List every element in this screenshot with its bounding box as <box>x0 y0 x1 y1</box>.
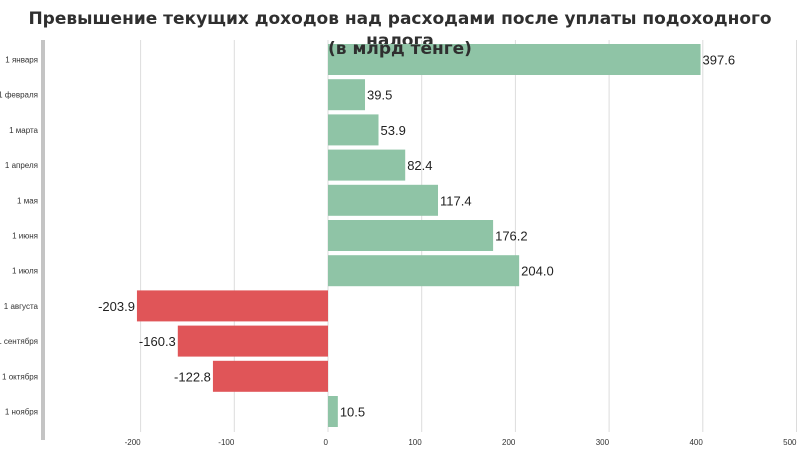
bar <box>177 325 328 357</box>
bar <box>136 290 328 322</box>
bar <box>328 149 406 181</box>
category-label: 1 октября <box>2 372 38 381</box>
bar <box>328 79 366 111</box>
category-label: 1 сентября <box>0 337 38 346</box>
bar <box>328 184 439 216</box>
category-label: 1 июня <box>12 232 38 241</box>
value-label: -203.9 <box>98 299 135 314</box>
value-label: 397.6 <box>703 53 736 68</box>
value-label: 204.0 <box>521 264 554 279</box>
x-tick-label: 100 <box>408 438 422 447</box>
value-label: -160.3 <box>139 334 176 349</box>
category-label: 1 мая <box>17 196 38 205</box>
bar <box>328 255 520 287</box>
category-label: 1 июля <box>12 267 38 276</box>
bar <box>328 44 701 75</box>
category-label: 1 апреля <box>5 161 38 170</box>
x-tick-label: -100 <box>218 438 235 447</box>
x-tick-label: 500 <box>783 438 797 447</box>
category-label: 1 марта <box>9 126 38 135</box>
value-label: 39.5 <box>367 88 392 103</box>
value-label: 82.4 <box>407 158 432 173</box>
bar <box>212 360 328 392</box>
value-label: 53.9 <box>381 123 406 138</box>
value-label: 117.4 <box>440 193 472 208</box>
x-tick-label: 300 <box>596 438 610 447</box>
category-label: 1 февраля <box>0 91 38 100</box>
bar <box>328 220 494 251</box>
x-tick-label: -200 <box>125 438 142 447</box>
category-label: 1 января <box>5 56 38 65</box>
x-tick-label: 200 <box>502 438 516 447</box>
x-tick-label: 0 <box>324 438 329 447</box>
category-label: 1 августа <box>4 302 39 311</box>
value-label: -122.8 <box>174 369 211 384</box>
bar <box>328 114 379 146</box>
chart-subtitle: (в млрд тенге) <box>328 39 472 59</box>
category-label: 1 ноября <box>5 408 38 417</box>
x-tick-label: 400 <box>689 438 703 447</box>
value-label: 10.5 <box>340 405 365 420</box>
bar <box>328 396 338 427</box>
value-label: 176.2 <box>495 229 528 244</box>
